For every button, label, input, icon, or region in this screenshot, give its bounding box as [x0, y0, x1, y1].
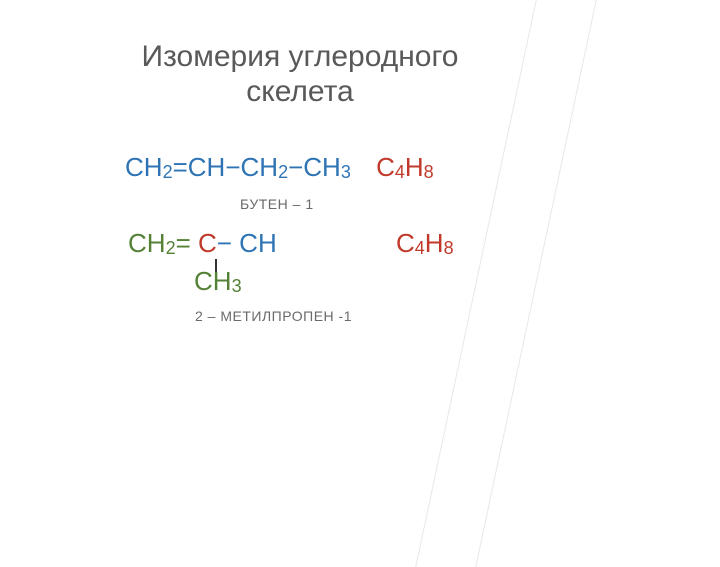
c2-sep2: −	[217, 228, 232, 258]
c2-fcs: 4	[415, 238, 425, 258]
c1-sub1: 2	[163, 162, 173, 182]
c2-sep1: =	[176, 228, 191, 258]
c1-fhs: 8	[424, 162, 434, 182]
c1-sub4: 3	[341, 162, 351, 182]
compound-2-formula: СН2= С− СН С4Н8	[128, 228, 277, 259]
c1-fcs: 4	[395, 162, 405, 182]
c2-seg1: СН	[128, 228, 166, 258]
c1-seg2: СН	[188, 152, 226, 182]
compound-1-formula: СН2=СН−СН2−СН3 С4Н8	[125, 152, 434, 183]
c1-molecular-formula: С4Н8	[376, 152, 434, 182]
decorative-line-2	[475, 0, 601, 567]
c1-seg3: СН	[241, 152, 279, 182]
compound-2-branch: СН3	[194, 266, 242, 297]
c1-fc: С	[376, 152, 395, 182]
c1-sep1: =	[173, 152, 188, 182]
c1-sub3: 2	[278, 162, 288, 182]
c2-fc: С	[396, 228, 415, 258]
c1-seg4: СН	[303, 152, 341, 182]
c1-seg1: СН	[125, 152, 163, 182]
page-title: Изомерия углеродного скелета	[110, 40, 490, 109]
compound-2-name: 2 – МЕТИЛПРОПЕН -1	[195, 308, 352, 324]
c1-fh: Н	[405, 152, 424, 182]
c2-branch: СН	[194, 266, 232, 296]
c2-sub1: 2	[166, 238, 176, 258]
c2-branch-sub: 3	[232, 276, 242, 296]
c1-sep3: −	[288, 152, 303, 182]
c2-molecular-formula: С4Н8	[396, 228, 454, 259]
c1-sep2: −	[225, 152, 240, 182]
c2-seg2a: С	[191, 228, 217, 258]
c2-fh: Н	[425, 228, 444, 258]
c2-seg3: СН	[232, 228, 277, 258]
c2-fhs: 8	[444, 238, 454, 258]
compound-1-name: БУТЕН – 1	[240, 196, 314, 212]
